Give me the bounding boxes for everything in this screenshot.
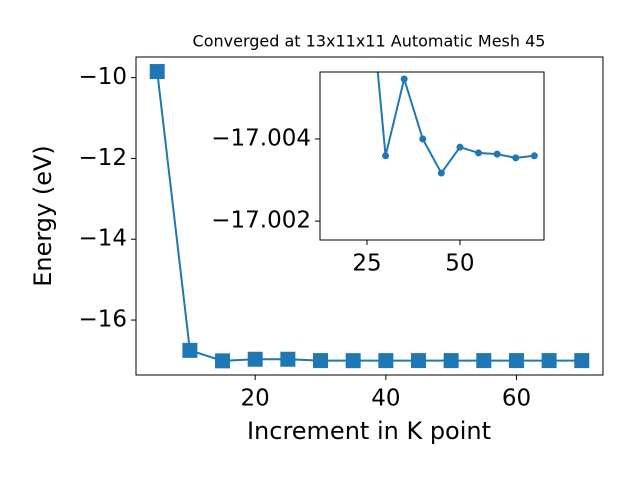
data-point (541, 353, 557, 369)
data-point (456, 143, 464, 151)
data-point (247, 351, 263, 367)
data-point (378, 353, 394, 369)
y-tick-label: −12 (78, 145, 127, 171)
y-tick-label: −17.004 (211, 125, 311, 151)
plot-frame (319, 71, 545, 241)
data-point (512, 154, 520, 162)
data-point (410, 353, 426, 369)
data-point (182, 342, 198, 358)
data-point (215, 353, 231, 369)
y-tick-label: −14 (78, 226, 127, 252)
data-point (437, 169, 445, 177)
data-point (280, 351, 296, 367)
data-point (443, 353, 459, 369)
chart-title: Converged at 13x11x11 Automatic Mesh 45 (193, 32, 546, 51)
data-point (345, 353, 361, 369)
x-tick-label: 50 (445, 251, 474, 277)
data-point (149, 64, 165, 80)
x-tick-label: 25 (352, 251, 381, 277)
data-point (476, 353, 492, 369)
inset-plot: 25 50 −17.004 −17.002 (211, 71, 545, 277)
data-point (530, 152, 538, 160)
data-point (493, 150, 501, 158)
data-point (475, 149, 483, 157)
data-point (419, 135, 427, 143)
data-point (313, 353, 329, 369)
y-axis-label: Energy (eV) (29, 145, 57, 287)
y-tick-label: −10 (78, 64, 127, 90)
data-point (382, 152, 390, 160)
x-tick-label: 40 (371, 386, 400, 412)
x-tick-label: 60 (502, 386, 531, 412)
y-tick-label: −16 (78, 307, 127, 333)
plot-frame (135, 56, 604, 376)
data-point (400, 75, 408, 83)
data-point (508, 353, 524, 369)
x-axis-label: Increment in K point (247, 417, 491, 445)
data-line (376, 72, 535, 175)
data-point (574, 353, 590, 369)
x-tick-label: 20 (241, 386, 270, 412)
y-tick-label: −17.002 (211, 208, 311, 234)
